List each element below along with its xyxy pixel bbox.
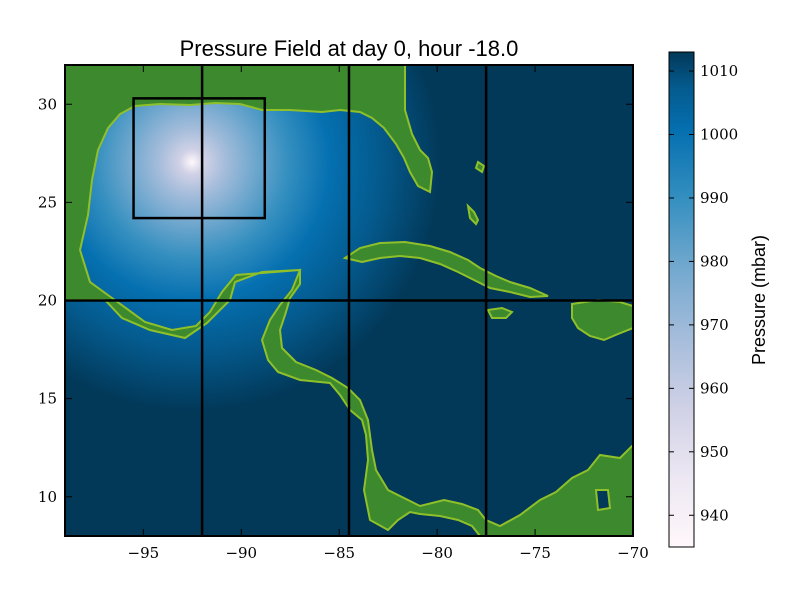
colorbar-label: Pressure (mbar): [749, 235, 769, 365]
colorbar-tick-label: 1010: [700, 62, 738, 80]
land-florida-keys: [466, 203, 480, 226]
colorbar-tick-label: 950: [700, 443, 729, 461]
x-tick-label: −85: [323, 544, 355, 562]
y-tick-label: 20: [38, 292, 57, 310]
colorbar-tick-label: 980: [700, 252, 729, 270]
land-venezuela-lake: [594, 489, 612, 512]
x-tick-label: −75: [519, 544, 551, 562]
land-bahamas: [474, 160, 486, 174]
land-cuba: [342, 240, 549, 299]
y-tick-label: 25: [38, 193, 57, 211]
land-jamaica: [486, 306, 514, 319]
x-tick-label: −80: [421, 544, 453, 562]
colorbar-gradient: [668, 51, 695, 548]
x-tick-label: −70: [617, 544, 649, 562]
y-tick-label: 10: [38, 488, 57, 506]
colorbar-tick-label: 970: [700, 316, 729, 334]
colorbar-tick-label: 940: [700, 506, 729, 524]
colorbar: 940 950 960 970 980 990 1000 1010 Pressure (mba…: [668, 51, 769, 548]
grid-lines: [65, 65, 633, 536]
chart-title: Pressure Field at day 0, hour -18.0: [180, 36, 519, 61]
plot-area: [65, 65, 633, 536]
colorbar-ticks: 940 950 960 970 980 990 1000 1010: [669, 62, 738, 524]
colorbar-tick-label: 960: [700, 379, 729, 397]
subregion-box: [132, 97, 267, 220]
x-axis: −95 −90 −85 −80 −75 −70: [128, 65, 649, 562]
y-tick-label: 30: [38, 95, 57, 113]
y-tick-label: 15: [38, 390, 57, 408]
land-mask: [65, 65, 633, 536]
colorbar-tick-label: 1000: [700, 126, 738, 144]
y-axis: 10 15 20 25 30: [38, 95, 633, 506]
x-tick-label: −95: [128, 544, 160, 562]
x-tick-label: −90: [225, 544, 257, 562]
land-north-america: [65, 65, 633, 536]
colorbar-tick-label: 990: [700, 189, 729, 207]
